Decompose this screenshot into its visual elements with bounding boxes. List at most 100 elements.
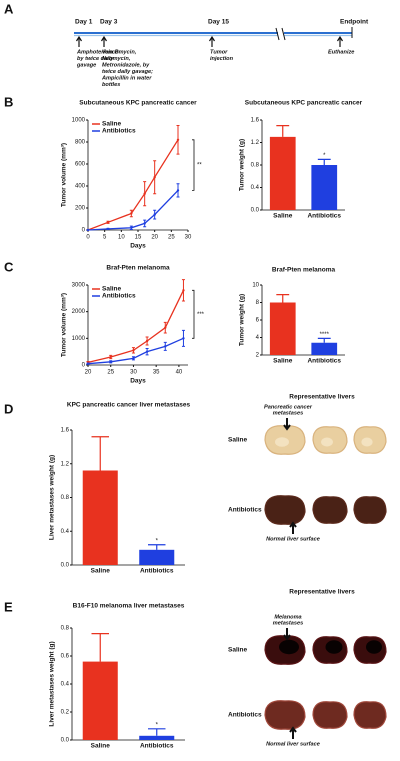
point xyxy=(153,213,156,216)
x-tick-label: Antibiotics xyxy=(140,743,174,750)
event-arrow xyxy=(336,35,344,47)
event-note: gavage xyxy=(76,62,96,68)
bar xyxy=(311,165,338,210)
error-bar xyxy=(91,436,110,471)
significance: * xyxy=(323,153,326,159)
row-label: Antibiotics xyxy=(228,712,262,719)
callout-arrow xyxy=(283,628,291,641)
y-tick-label: 200 xyxy=(75,206,86,212)
y-tick-label: 1.2 xyxy=(251,140,260,146)
y-tick-label: 4 xyxy=(256,335,260,341)
error-bar xyxy=(317,158,331,165)
photo-title: Representative livers xyxy=(289,394,355,401)
point xyxy=(130,212,133,215)
event-note: bottles xyxy=(102,82,120,88)
y-axis-label: Liver metastases weight (g) xyxy=(49,641,56,726)
callout: metastases xyxy=(273,620,303,626)
event-note: Euthanize xyxy=(328,49,354,55)
error-bar xyxy=(276,125,290,137)
callout: Normal liver surface xyxy=(266,741,320,747)
x-axis-label: Days xyxy=(130,243,146,250)
chart-title: Subcutaneous KPC pancreatic cancer xyxy=(245,100,363,107)
liver xyxy=(353,496,387,524)
event-note: by twice daily xyxy=(77,56,114,62)
metastasis xyxy=(366,640,382,654)
panel-label: A xyxy=(4,1,14,16)
bar xyxy=(82,470,118,565)
y-tick-label: 3000 xyxy=(72,283,86,289)
y-tick-label: 2000 xyxy=(72,309,86,315)
y-tick-label: 0 xyxy=(82,228,86,234)
point xyxy=(164,345,167,348)
legend-label: Antibiotics xyxy=(102,293,136,300)
callout: Pancreatic cancer xyxy=(264,404,313,410)
chart-title: Subcutaneous KPC pancreatic cancer xyxy=(79,100,197,107)
y-tick-label: 0.8 xyxy=(61,626,70,632)
x-tick-label: Antibiotics xyxy=(140,568,174,575)
point xyxy=(106,227,110,231)
point xyxy=(109,355,112,359)
bar xyxy=(82,661,118,740)
panel-label: B xyxy=(4,94,13,109)
event-arrow xyxy=(208,35,216,47)
significance-bracket xyxy=(192,139,195,191)
y-tick-label: 8 xyxy=(256,300,260,306)
x-tick-label: 35 xyxy=(153,370,160,376)
event-note: twice daily gavage; xyxy=(102,69,153,75)
liver xyxy=(312,701,348,729)
point xyxy=(109,360,112,363)
chart-title: B16-F10 melanoma liver metastases xyxy=(73,603,185,610)
event-note: injection xyxy=(210,56,234,62)
x-tick-label: 30 xyxy=(130,370,137,376)
metastasis xyxy=(325,640,343,654)
y-axis-label: Tumor weight (g) xyxy=(239,294,246,346)
y-tick-label: 0.4 xyxy=(61,682,70,688)
callout: Melanoma xyxy=(274,614,301,620)
x-axis-label: Days xyxy=(130,378,146,385)
y-tick-label: 6 xyxy=(256,318,260,324)
callout-arrow xyxy=(289,521,297,534)
callout: metastases xyxy=(273,410,303,416)
event-arrow xyxy=(100,35,108,47)
point xyxy=(164,326,167,329)
event-arrow xyxy=(75,35,83,47)
callout: Normal liver surface xyxy=(266,536,320,542)
y-tick-label: 1000 xyxy=(72,336,86,342)
y-tick-label: 0.0 xyxy=(61,563,70,569)
error-bar xyxy=(91,633,110,662)
y-tick-label: 0.4 xyxy=(61,529,70,535)
event-note: Metronidazole, by xyxy=(102,62,150,68)
point xyxy=(143,222,146,225)
chart-title: Braf-Pten melanoma xyxy=(106,265,170,272)
liver xyxy=(312,496,348,524)
chart-title: KPC pancreatic cancer liver metastases xyxy=(67,402,191,409)
liver xyxy=(264,700,306,730)
y-axis-label: Tumor volume (mm³) xyxy=(61,293,68,357)
error-bar xyxy=(276,294,290,303)
series-line xyxy=(87,139,179,231)
panel-label: D xyxy=(4,401,13,416)
metastasis xyxy=(321,437,333,447)
y-tick-label: 800 xyxy=(75,140,86,146)
y-tick-label: 0.4 xyxy=(251,185,260,191)
metastasis xyxy=(279,639,299,655)
chart-title: Braf-Pten melanoma xyxy=(272,267,336,274)
y-tick-label: 1000 xyxy=(72,118,86,124)
point xyxy=(130,226,133,229)
error-bar xyxy=(317,337,331,343)
metastasis xyxy=(361,437,373,447)
x-tick-label: 15 xyxy=(135,235,142,241)
event-note: Amphotericin B xyxy=(76,49,119,55)
point xyxy=(182,289,185,292)
metastasis xyxy=(275,437,289,447)
point xyxy=(176,138,180,141)
panel-label: E xyxy=(4,599,13,614)
significance: **** xyxy=(320,332,330,338)
y-tick-label: 1.6 xyxy=(61,428,70,434)
x-tick-label: 5 xyxy=(103,235,107,241)
significance: * xyxy=(156,538,159,544)
x-tick-label: Saline xyxy=(273,358,293,365)
series-line xyxy=(87,189,179,231)
x-tick-label: 20 xyxy=(85,370,92,376)
